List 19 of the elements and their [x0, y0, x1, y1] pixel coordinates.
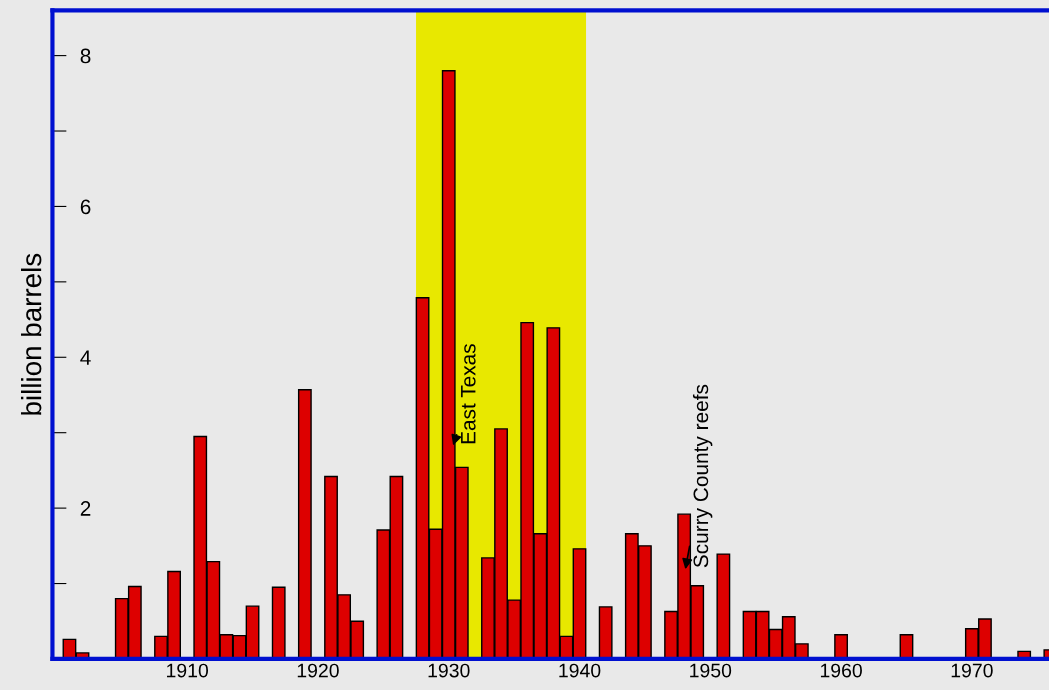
- y-tick-label: 4: [80, 350, 91, 365]
- annotation: East Texas: [461, 344, 476, 444]
- x-tick-label: 1920: [297, 663, 339, 678]
- bar: [297, 389, 312, 659]
- annotation: Scurry County reefs: [692, 384, 713, 568]
- x-tick-label: 1940: [559, 663, 601, 678]
- y-axis-title: billion barrels: [21, 253, 42, 415]
- y-tick-label: 8: [80, 48, 91, 64]
- bar: [271, 586, 286, 659]
- x-tick-label: 1910: [167, 663, 209, 678]
- x-tick-label: 1950: [690, 663, 732, 678]
- bar: [834, 634, 848, 659]
- y-tick-label: 6: [80, 199, 91, 215]
- bar: [598, 606, 613, 659]
- x-tick-label: 1970: [951, 663, 993, 678]
- bar: [716, 553, 731, 659]
- y-tick-label: 2: [80, 501, 91, 516]
- x-tick-label: 1930: [428, 663, 470, 678]
- x-tick-label: 1960: [820, 663, 862, 678]
